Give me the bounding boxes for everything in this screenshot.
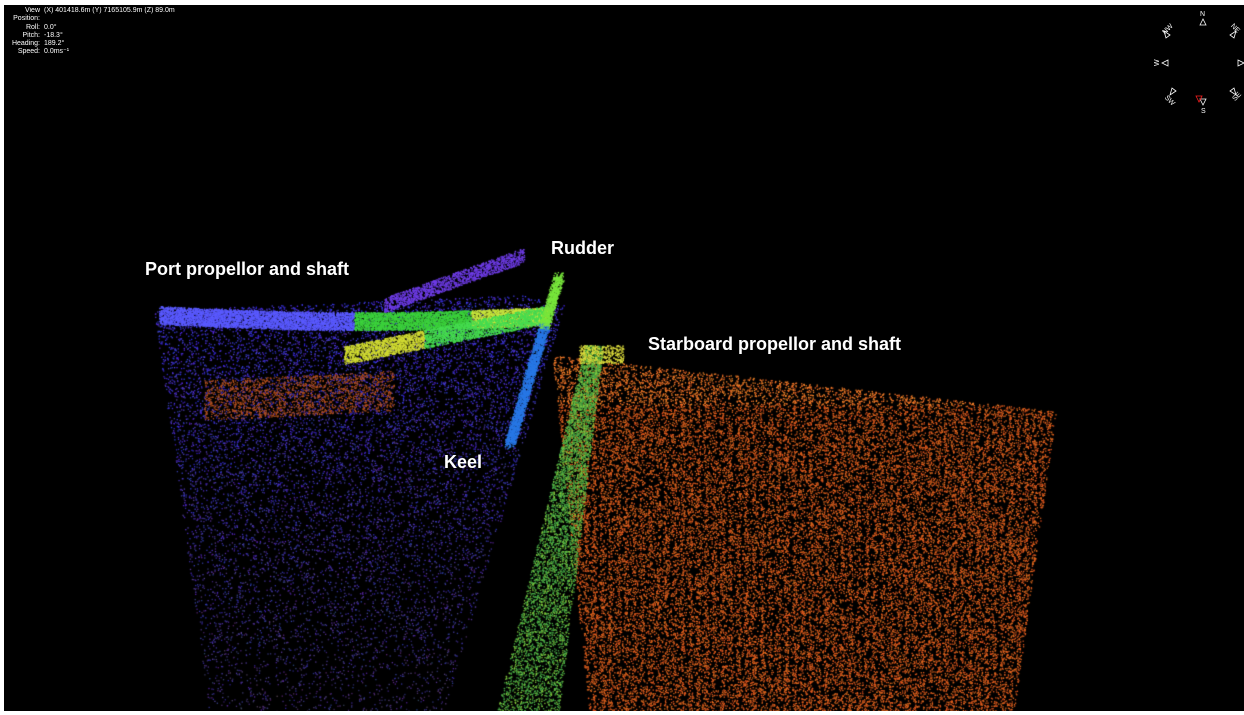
view-position-row: View Position: (X) 401418.6m (Y) 7165105… <box>5 7 175 24</box>
starboard-propeller-label: Starboard propellor and shaft <box>648 334 902 354</box>
view-position-label: View Position: <box>13 7 40 23</box>
compass-n-label: N <box>1200 11 1205 18</box>
speed-value: 0.0ms⁻¹ <box>44 48 70 56</box>
compass-w-label: W <box>1154 59 1161 66</box>
compass-nw-marker: NW <box>1161 23 1175 39</box>
compass-rose[interactable]: N NE NW E W <box>1150 7 1244 117</box>
view-info-overlay: View Position: (X) 401418.6m (Y) 7165105… <box>5 7 175 57</box>
compass-s-label: S <box>1201 108 1206 115</box>
pitch-row: Pitch: -18.3° <box>5 32 175 40</box>
compass-ne-label: NE <box>1229 23 1241 35</box>
compass-east-marker: E <box>1237 59 1244 67</box>
speed-row: Speed: 0.0ms⁻¹ <box>5 48 175 56</box>
compass-sw-marker: SW <box>1163 87 1177 108</box>
pitch-label: Pitch: <box>22 31 40 39</box>
heading-value: 189.2° <box>44 40 65 48</box>
sonar-point-cloud[interactable] <box>4 5 1244 711</box>
compass-west-marker: W <box>1154 59 1169 67</box>
point-cloud-viewport[interactable]: View Position: (X) 401418.6m (Y) 7165105… <box>4 5 1244 711</box>
speed-label: Speed: <box>17 48 40 56</box>
compass-north-marker: N <box>1199 11 1207 26</box>
heading-row: Heading: 189.2° <box>5 40 175 48</box>
heading-label: Heading: <box>11 40 40 48</box>
compass-se-marker: SE <box>1229 87 1243 103</box>
rudder-label: Rudder <box>551 238 614 258</box>
roll-label: Roll: <box>25 23 40 31</box>
heading-pointer-icon <box>1195 95 1203 103</box>
roll-value: 0.0° <box>44 23 57 31</box>
port-propeller-label: Port propellor and shaft <box>145 259 350 279</box>
keel-label: Keel <box>444 452 483 472</box>
roll-row: Roll: 0.0° <box>5 24 175 32</box>
compass-ne-marker: NE <box>1229 23 1241 39</box>
compass-south-marker: S <box>1199 98 1207 115</box>
compass-sw-label: SW <box>1163 94 1176 107</box>
view-position-value: (X) 401418.6m (Y) 7165105.9m (Z) 89.0m <box>44 7 175 14</box>
pitch-value: -18.3° <box>44 31 63 39</box>
compass-nw-label: NW <box>1161 23 1174 36</box>
compass-se-label: SE <box>1231 91 1243 103</box>
